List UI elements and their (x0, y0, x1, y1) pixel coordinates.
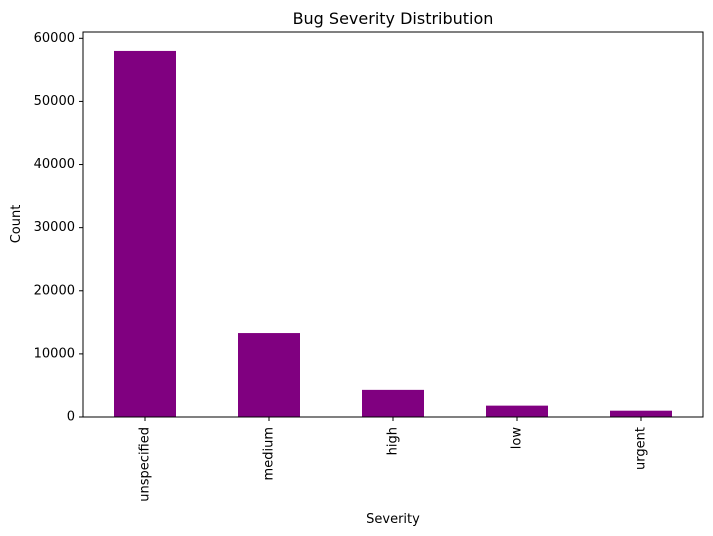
bar-medium (238, 333, 300, 417)
x-tick-label: low (510, 427, 525, 450)
x-tick-label: high (386, 427, 401, 455)
x-tick-label: urgent (634, 427, 649, 470)
bar-high (362, 389, 424, 417)
x-axis-label: Severity (366, 512, 420, 527)
y-axis-ticks: 0 10000 20000 30000 40000 50000 60000 (34, 31, 83, 425)
y-tick-label: 50000 (34, 94, 75, 109)
y-tick-label: 30000 (34, 220, 75, 235)
y-tick-label: 10000 (34, 346, 75, 361)
y-tick-label: 0 (67, 410, 75, 425)
y-axis-label: Count (9, 205, 24, 244)
y-tick-label: 60000 (34, 31, 75, 46)
y-tick-label: 20000 (34, 283, 75, 298)
bar-low (486, 405, 548, 417)
chart-title: Bug Severity Distribution (293, 9, 494, 28)
y-tick-label: 40000 (34, 157, 75, 172)
bar-urgent (610, 410, 672, 417)
bar-unspecified (114, 50, 176, 418)
x-axis-ticks: unspecified medium high low urgent (138, 417, 649, 502)
plot-frame (82, 31, 704, 418)
plot-bars (114, 50, 672, 418)
x-tick-label: medium (262, 427, 277, 480)
x-tick-label: unspecified (138, 427, 153, 502)
